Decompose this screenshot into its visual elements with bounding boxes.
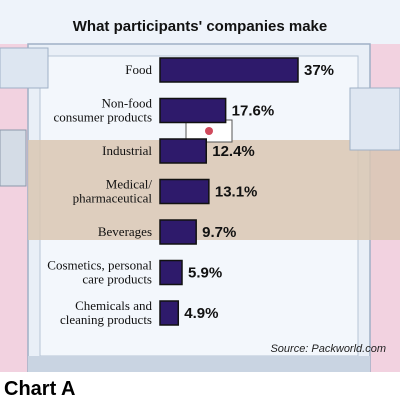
conveyor: [28, 140, 400, 240]
category-label-line: Non-food: [101, 96, 152, 111]
chart-caption: Chart A: [4, 378, 75, 400]
category-label-line: cleaning products: [60, 312, 152, 327]
category-label: Chemicals and cleaning products: [60, 298, 153, 327]
value-label: 12.4%: [212, 143, 255, 160]
machine-wheel: [0, 129, 27, 187]
bar: [159, 138, 207, 164]
bar: [159, 97, 227, 124]
value-label: 13.1%: [215, 184, 258, 201]
title-band: [0, 0, 400, 44]
machine-light: [205, 127, 213, 135]
chart-title: What participants' companies make: [73, 18, 327, 35]
category-label-line: Industrial: [102, 143, 152, 158]
machine-side: [349, 87, 400, 151]
category-label: Industrial: [102, 143, 152, 158]
value-labels: 37% 17.6% 12.4% 13.1% 9.7% 5.9% 4.9%: [184, 62, 334, 322]
machine-base: [28, 356, 370, 372]
category-labels: Food Non-food consumer products Industrial M…: [47, 62, 152, 327]
category-label: Non-food consumer products: [53, 96, 152, 125]
category-label-line: care products: [82, 272, 152, 287]
category-label-line: Chemicals and: [75, 298, 152, 313]
category-label: Food: [125, 62, 152, 77]
value-label: 17.6%: [232, 103, 275, 120]
source-note: Source: Packworld.com: [270, 343, 386, 355]
value-label: 4.9%: [184, 305, 218, 322]
value-label: 37%: [304, 62, 334, 79]
category-label: Medical/pharmaceutical: [73, 177, 153, 206]
bars-group: [159, 57, 299, 326]
category-label-line: Beverages: [98, 224, 152, 239]
value-label: 9.7%: [202, 224, 236, 241]
caption-area: [0, 372, 400, 400]
machine-arm: [0, 47, 49, 89]
category-label: Cosmetics, personal care products: [47, 258, 152, 287]
category-label-line: consumer products: [53, 110, 152, 125]
category-label-line: pharmaceutical: [73, 191, 153, 206]
bar: [159, 178, 210, 205]
bar: [159, 300, 180, 326]
bar: [159, 57, 299, 83]
bar: [159, 259, 183, 286]
bar: [159, 219, 197, 245]
value-label: 5.9%: [188, 265, 222, 282]
category-label-line: Food: [125, 62, 152, 77]
category-label-line: Cosmetics, personal: [47, 258, 152, 273]
category-label: Beverages: [98, 224, 152, 239]
category-label-line: Medical/: [106, 177, 153, 192]
